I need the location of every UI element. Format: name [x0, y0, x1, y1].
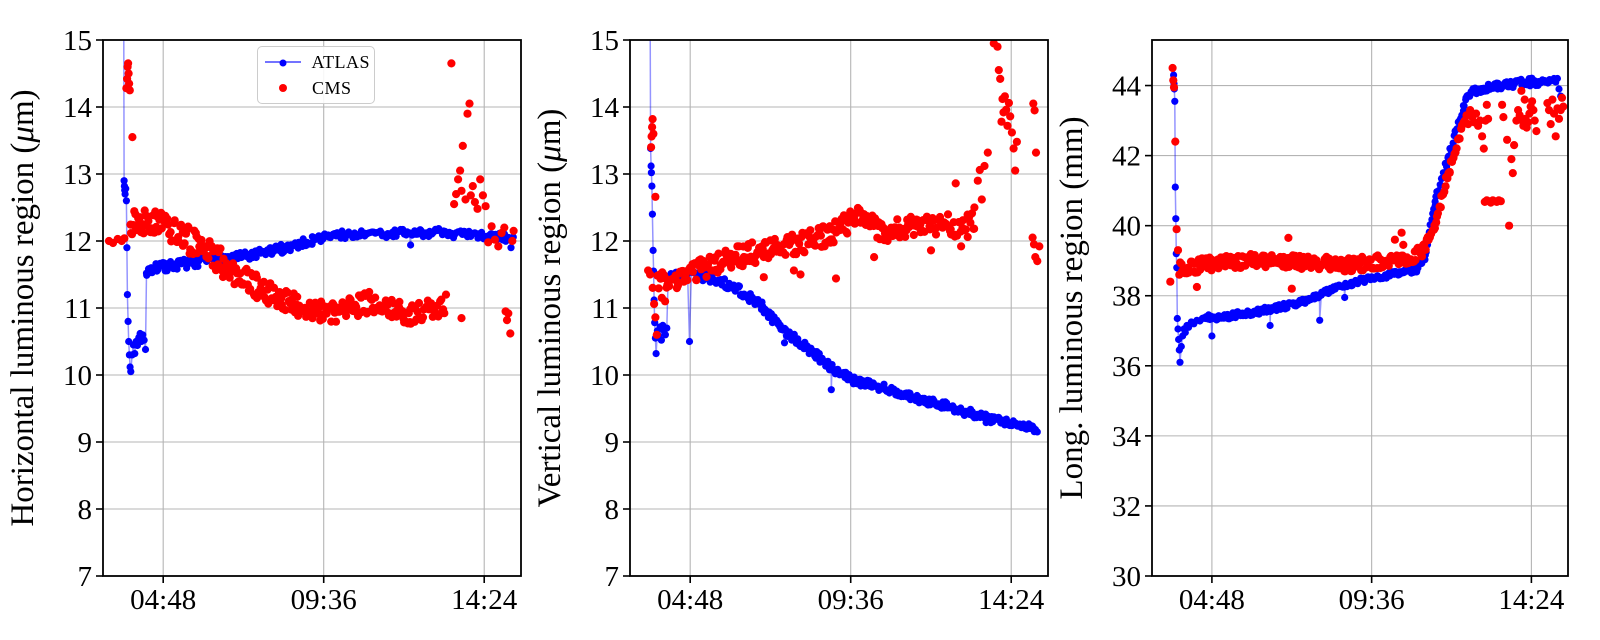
x-tick-label: 14:24 — [978, 584, 1045, 616]
y-tick-label: 30 — [1112, 561, 1141, 593]
y-tick-label: 11 — [591, 293, 619, 325]
y-tick-label: 12 — [590, 226, 619, 258]
y-tick-label: 14 — [590, 92, 620, 124]
axis-ticks-and-labels: 04:48 09:36 14:24 30 32 34 36 38 40 42 44 — [1112, 71, 1565, 616]
y-tick-label: 34 — [1112, 421, 1142, 453]
atlas-line-dot-marker-icon — [262, 59, 303, 67]
y-tick-label: 10 — [63, 360, 92, 392]
grid — [630, 39, 1048, 576]
x-tick-label: 09:36 — [291, 584, 357, 616]
grid — [1152, 40, 1568, 576]
y-tick-label: 7 — [78, 561, 93, 593]
y-tick-label: 15 — [63, 25, 92, 57]
y-tick-label: 36 — [1112, 351, 1141, 383]
y-tick-label: 13 — [63, 159, 92, 191]
y-tick-label: 32 — [1112, 491, 1141, 523]
plot-panel-2: 04:48 09:36 14:24 7 8 9 10 11 12 13 14 15 Vertical l… — [532, 25, 1049, 616]
legend-label-atlas: ATLAS — [311, 51, 370, 72]
y-tick-label: 14 — [63, 92, 93, 124]
cms-series — [1166, 63, 1568, 293]
cms-dot-marker-icon — [262, 84, 304, 92]
cms-series — [644, 40, 1044, 339]
x-tick-label: 04:48 — [130, 584, 196, 616]
legend: ATLAS CMS — [257, 46, 375, 104]
y-axis-label: Horizontal luminous region (μm) — [5, 89, 41, 526]
plot-panel-1: 04:48 09:36 14:24 7 8 9 10 11 12 13 14 15 Horizontal… — [5, 25, 522, 616]
x-tick-label: 14:24 — [1498, 584, 1565, 616]
y-tick-label: 8 — [78, 494, 93, 526]
legend-item-atlas: ATLAS — [262, 49, 370, 75]
y-tick-label: 15 — [590, 25, 619, 57]
y-tick-label: 13 — [590, 159, 619, 191]
axes-spines — [1151, 39, 1569, 577]
y-tick-label: 40 — [1112, 211, 1141, 243]
y-tick-label: 10 — [590, 360, 619, 392]
y-tick-label: 9 — [78, 427, 93, 459]
cms-series — [104, 59, 518, 338]
axis-ticks-and-labels: 04:48 09:36 14:24 7 8 9 10 11 12 13 14 15 — [63, 25, 518, 616]
y-tick-label: 44 — [1112, 71, 1142, 103]
legend-label-cms: CMS — [312, 77, 352, 98]
y-tick-label: 8 — [605, 494, 620, 526]
x-tick-label: 09:36 — [818, 584, 884, 616]
y-tick-label: 42 — [1112, 141, 1141, 173]
x-tick-label: 04:48 — [1179, 584, 1245, 616]
x-tick-label: 04:48 — [657, 584, 723, 616]
y-tick-label: 7 — [605, 561, 620, 593]
x-tick-label: 09:36 — [1339, 584, 1405, 616]
x-tick-label: 14:24 — [451, 584, 518, 616]
plot-panel-3: 04:48 09:36 14:24 30 32 34 36 38 40 42 44 Long. lum… — [1054, 39, 1569, 616]
axis-ticks-and-labels: 04:48 09:36 14:24 7 8 9 10 11 12 13 14 15 — [590, 25, 1045, 616]
atlas-series — [1170, 71, 1565, 366]
y-tick-label: 12 — [63, 226, 92, 258]
y-tick-label: 9 — [605, 427, 620, 459]
y-axis-label: Vertical luminous region (μm) — [532, 109, 568, 508]
y-tick-label: 11 — [64, 293, 92, 325]
y-axis-label: Long. luminous region (mm) — [1054, 116, 1090, 499]
legend-item-cms: CMS — [262, 75, 370, 101]
y-tick-label: 38 — [1112, 281, 1141, 313]
